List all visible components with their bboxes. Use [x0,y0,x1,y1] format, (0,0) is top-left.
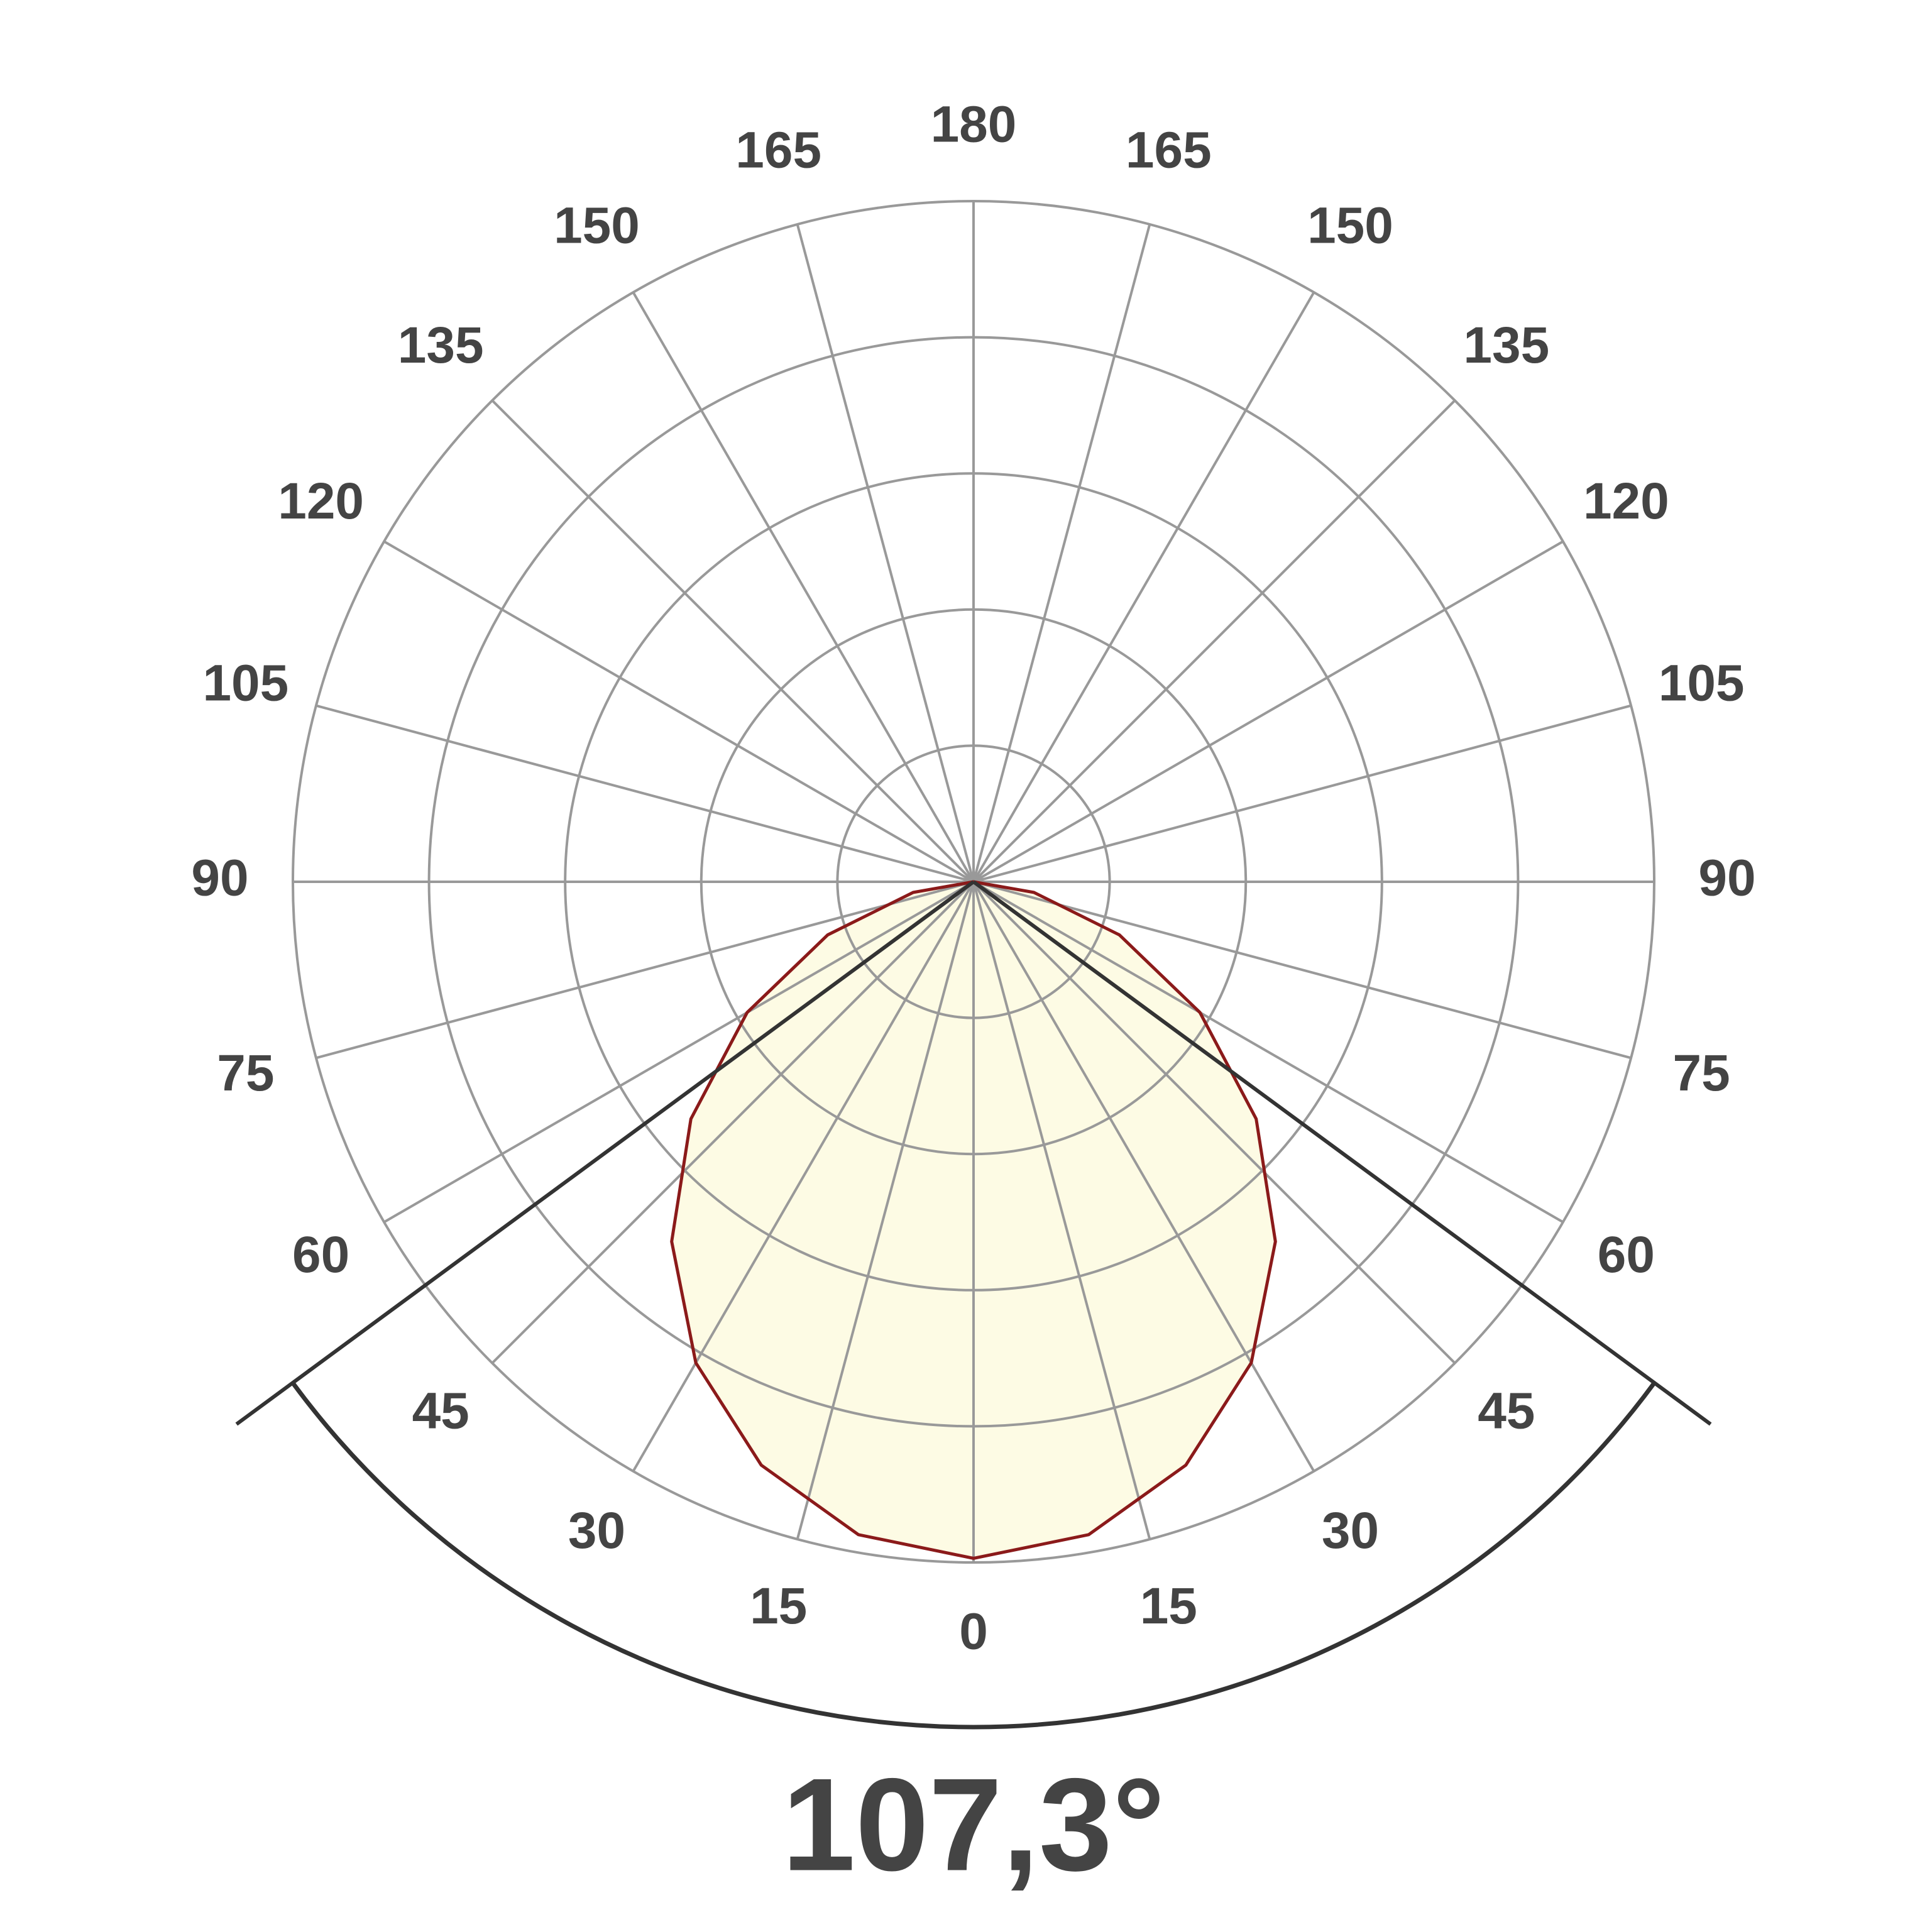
angle-tick-label: 105 [1659,654,1745,711]
angle-tick-label: 60 [292,1226,349,1283]
angle-tick-label: 0 [959,1603,988,1660]
grid-spoke [972,224,1151,882]
beam-arc [290,1381,1657,1730]
angle-tick-label: 90 [191,850,248,907]
angle-tick-label: 45 [412,1382,469,1439]
grid-spoke [632,881,975,1472]
grid-spoke [973,540,1564,883]
grid-spoke [796,881,975,1540]
grid-spoke [972,881,1151,1540]
beam-line [235,880,975,1426]
grid-spoke [972,292,1315,882]
grid-spoke [383,881,974,1224]
grid-spoke [316,881,974,1060]
angle-tick-label: 90 [1698,850,1755,907]
grid-spoke [796,224,975,882]
grid-spoke [383,540,974,883]
angle-tick-label: 60 [1598,1226,1655,1283]
grid-spoke [972,881,1315,1472]
angle-tick-label: 75 [217,1045,274,1102]
angle-tick-label: 180 [931,96,1017,153]
beam-line [972,880,1712,1426]
angle-tick-label: 45 [1478,1382,1535,1439]
angle-tick-label: 150 [554,197,640,254]
grid-spoke [632,292,975,882]
angle-tick-label: 135 [398,317,484,374]
angle-tick-label: 15 [1140,1578,1197,1635]
grid-spoke [973,704,1632,883]
angle-tick-label: 150 [1307,197,1393,254]
angle-tick-label: 165 [735,122,821,179]
angle-tick-label: 15 [750,1578,807,1635]
grid-spoke [491,881,975,1364]
angle-tick-label: 135 [1463,317,1549,374]
grid-spoke [973,881,1632,1060]
angle-tick-label: 75 [1673,1045,1730,1102]
distribution-curve [670,880,1277,1561]
angle-tick-label: 105 [202,654,288,711]
angle-tick-label: 30 [568,1502,625,1559]
angle-tick-label: 120 [278,473,364,530]
angle-tick-label: 165 [1126,122,1212,179]
beam-angle-label: 107,3° [782,1750,1165,1898]
grid-spoke [972,399,1456,883]
grid-spoke [972,881,1456,1364]
grid-spoke [316,704,974,883]
grid-spoke [973,881,1564,1224]
angle-tick-label: 120 [1583,473,1669,530]
grid-spoke [491,399,975,883]
angle-tick-label: 30 [1322,1502,1379,1559]
